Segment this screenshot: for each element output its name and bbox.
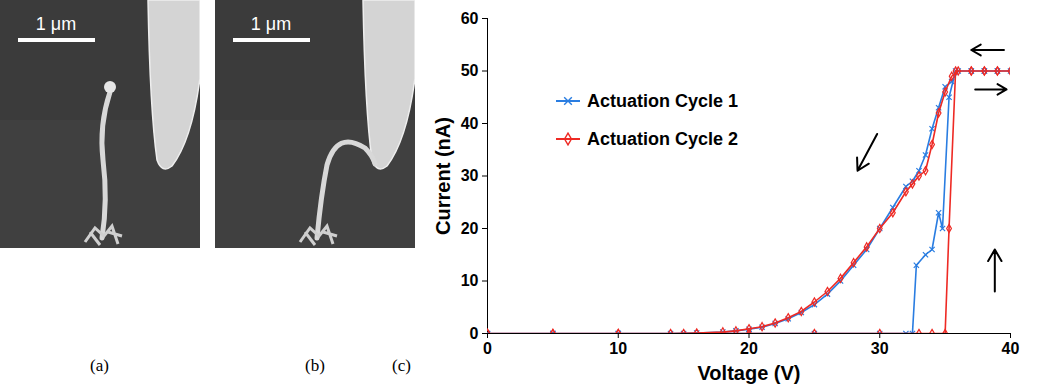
svg-text:60: 60 xyxy=(461,10,479,27)
html-text:(b): (b) xyxy=(305,356,325,375)
svg-text:40: 40 xyxy=(461,115,479,132)
svg-text:Voltage (V): Voltage (V) xyxy=(698,362,801,384)
svg-text:50: 50 xyxy=(461,62,479,79)
html-text:(a): (a) xyxy=(90,356,109,375)
svg-text:Current (nA): Current (nA) xyxy=(432,117,454,235)
svg-text:40: 40 xyxy=(1002,340,1020,357)
html-text:(c): (c) xyxy=(392,356,411,375)
svg-text:1 μm: 1 μm xyxy=(251,14,291,34)
svg-text:20: 20 xyxy=(461,220,479,237)
svg-text:1 μm: 1 μm xyxy=(36,14,76,34)
svg-text:10: 10 xyxy=(609,340,627,357)
svg-text:0: 0 xyxy=(470,325,479,342)
svg-text:30: 30 xyxy=(871,340,889,357)
svg-text:0: 0 xyxy=(483,340,492,357)
svg-text:10: 10 xyxy=(461,272,479,289)
svg-text:30: 30 xyxy=(461,167,479,184)
html-text:Actuation Cycle 2: Actuation Cycle 2 xyxy=(587,128,738,149)
svg-text:20: 20 xyxy=(740,340,758,357)
html-text:Actuation Cycle 1: Actuation Cycle 1 xyxy=(587,90,738,111)
